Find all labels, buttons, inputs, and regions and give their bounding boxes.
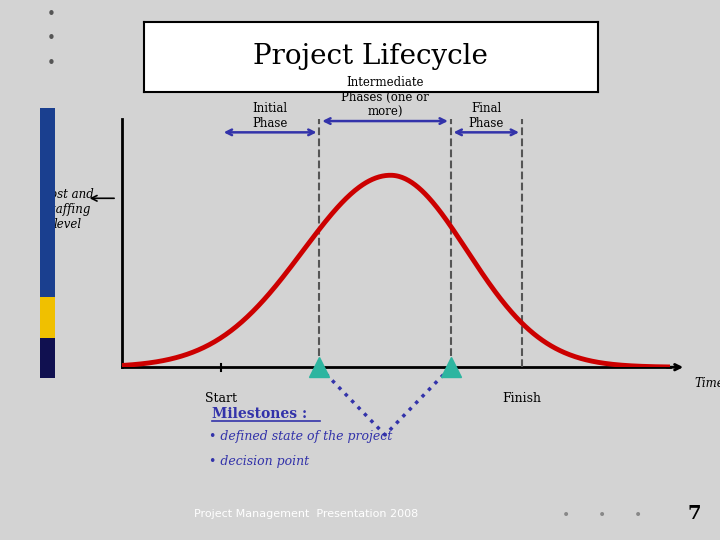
Text: •: • bbox=[47, 7, 55, 22]
Text: Start: Start bbox=[205, 392, 237, 405]
Text: Time: Time bbox=[694, 377, 720, 390]
Text: •: • bbox=[634, 509, 642, 523]
Text: •: • bbox=[562, 509, 570, 523]
Text: • defined state of the project: • defined state of the project bbox=[209, 430, 392, 443]
Text: •: • bbox=[47, 31, 55, 46]
Text: Finish: Finish bbox=[503, 392, 541, 405]
Bar bbox=[40, 108, 55, 202]
Text: Project Lifecycle: Project Lifecycle bbox=[253, 43, 488, 70]
Text: •: • bbox=[598, 509, 606, 523]
Bar bbox=[40, 202, 55, 297]
Text: Cost and
Staffing
level: Cost and Staffing level bbox=[41, 188, 94, 231]
Bar bbox=[40, 338, 55, 378]
Text: Intermediate
Phases (one or
more): Intermediate Phases (one or more) bbox=[341, 76, 429, 119]
Text: • decision point: • decision point bbox=[209, 455, 309, 469]
Text: Milestones :: Milestones : bbox=[212, 408, 307, 422]
Text: Project Management  Presentation 2008: Project Management Presentation 2008 bbox=[194, 509, 418, 518]
Text: 7: 7 bbox=[688, 505, 701, 523]
Text: Initial
Phase: Initial Phase bbox=[253, 102, 288, 130]
Text: Final
Phase: Final Phase bbox=[469, 102, 504, 130]
Text: •: • bbox=[47, 56, 55, 71]
Bar bbox=[40, 297, 55, 338]
